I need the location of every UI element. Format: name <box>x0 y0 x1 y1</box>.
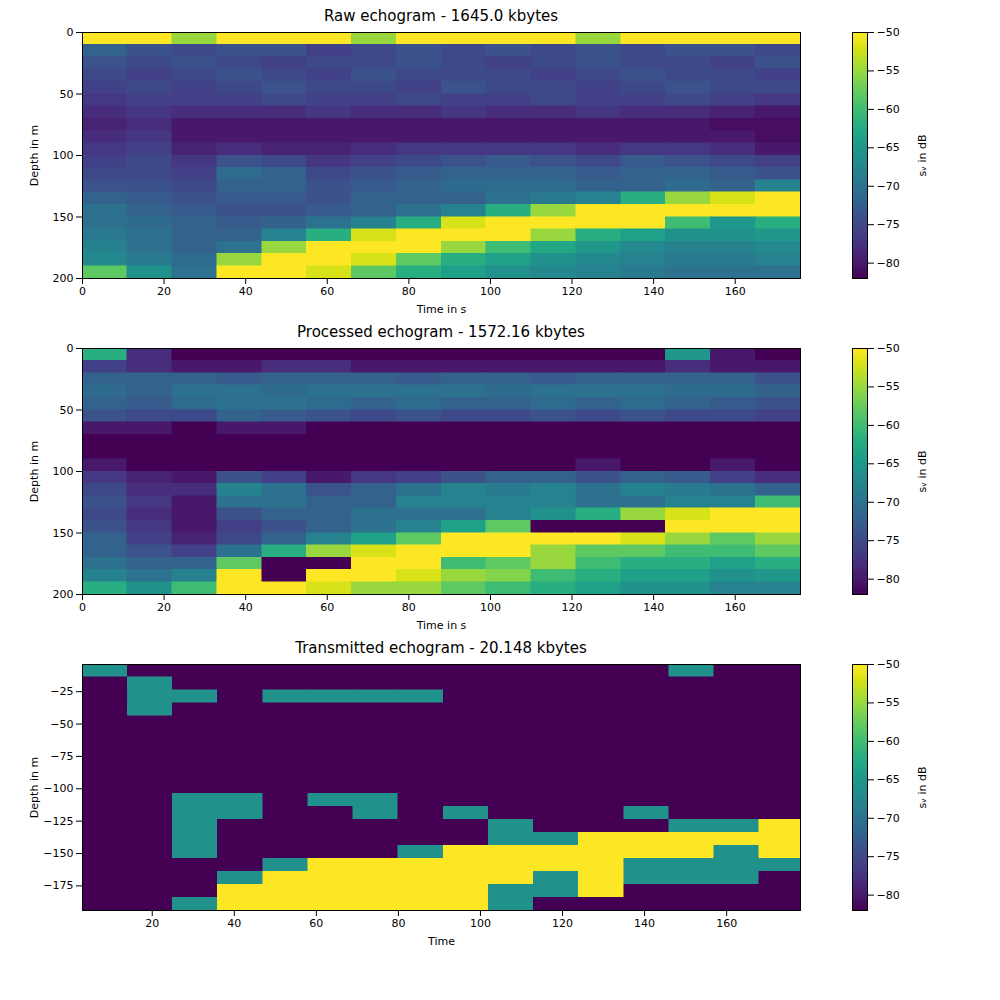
svg-text:−55: −55 <box>877 696 900 709</box>
svg-text:Depth in m: Depth in m <box>28 125 41 186</box>
svg-text:−75: −75 <box>50 750 73 763</box>
svg-text:120: 120 <box>552 917 573 930</box>
svg-text:20: 20 <box>157 601 171 614</box>
svg-text:0: 0 <box>79 601 86 614</box>
svg-text:20: 20 <box>157 285 171 298</box>
svg-text:−65: −65 <box>877 457 900 470</box>
svg-text:−50: −50 <box>877 26 900 39</box>
svg-text:−25: −25 <box>50 685 73 698</box>
svg-text:−50: −50 <box>877 658 900 671</box>
svg-text:60: 60 <box>320 285 334 298</box>
svg-text:−55: −55 <box>877 380 900 393</box>
svg-text:Depth in m: Depth in m <box>28 441 41 502</box>
svg-text:100: 100 <box>480 285 501 298</box>
svg-text:−60: −60 <box>877 103 900 116</box>
svg-text:140: 140 <box>643 285 664 298</box>
svg-text:−125: −125 <box>43 815 73 828</box>
svg-text:−80: −80 <box>877 889 900 902</box>
svg-text:160: 160 <box>725 601 746 614</box>
svg-text:−75: −75 <box>877 218 900 231</box>
svg-text:−175: −175 <box>43 879 73 892</box>
svg-text:−150: −150 <box>43 847 73 860</box>
svg-text:160: 160 <box>716 917 737 930</box>
svg-text:−50: −50 <box>877 342 900 355</box>
html-text:Transmitted echogram - 20.148: Transmitted echogram - 20.148 kbytes <box>295 639 587 657</box>
svg-text:50: 50 <box>60 404 74 417</box>
svg-text:Depth in m: Depth in m <box>28 757 41 818</box>
svg-text:−75: −75 <box>877 534 900 547</box>
svg-text:0: 0 <box>67 26 74 39</box>
svg-text:−60: −60 <box>877 419 900 432</box>
html-text:Raw echogram - 1645.0 kbytes: Raw echogram - 1645.0 kbytes <box>323 7 559 25</box>
svg-text:−55: −55 <box>877 64 900 77</box>
svg-text:−50: −50 <box>50 718 73 731</box>
svg-text:150: 150 <box>53 527 74 540</box>
svg-text:100: 100 <box>470 917 491 930</box>
svg-text:150: 150 <box>53 211 74 224</box>
svg-text:−60: −60 <box>877 735 900 748</box>
svg-text:0: 0 <box>67 342 74 355</box>
svg-text:160: 160 <box>725 285 746 298</box>
svg-text:−100: −100 <box>43 782 73 795</box>
svg-text:40: 40 <box>239 601 253 614</box>
svg-text:100: 100 <box>53 149 74 162</box>
svg-text:200: 200 <box>53 588 74 601</box>
svg-text:80: 80 <box>402 285 416 298</box>
svg-text:120: 120 <box>562 285 583 298</box>
svg-text:40: 40 <box>227 917 241 930</box>
svg-text:60: 60 <box>320 601 334 614</box>
svg-text:140: 140 <box>634 917 655 930</box>
svg-text:60: 60 <box>309 917 323 930</box>
svg-text:80: 80 <box>402 601 416 614</box>
svg-text:Time: Time <box>427 935 455 948</box>
svg-text:−75: −75 <box>877 850 900 863</box>
svg-text:Time in s: Time in s <box>416 303 467 316</box>
svg-text:−70: −70 <box>877 180 900 193</box>
svg-text:20: 20 <box>145 917 159 930</box>
svg-text:sᵥ in dB: sᵥ in dB <box>916 767 929 809</box>
svg-text:sᵥ in dB: sᵥ in dB <box>916 135 929 177</box>
svg-text:Time in s: Time in s <box>416 619 467 632</box>
html-text:Processed echogram - 1572.16 k: Processed echogram - 1572.16 kbytes <box>297 323 585 341</box>
svg-text:50: 50 <box>60 88 74 101</box>
svg-text:120: 120 <box>562 601 583 614</box>
svg-text:40: 40 <box>239 285 253 298</box>
svg-text:sᵥ in dB: sᵥ in dB <box>916 451 929 493</box>
svg-text:−65: −65 <box>877 773 900 786</box>
svg-text:0: 0 <box>79 285 86 298</box>
svg-text:200: 200 <box>53 272 74 285</box>
svg-text:100: 100 <box>480 601 501 614</box>
svg-text:−70: −70 <box>877 812 900 825</box>
svg-text:−70: −70 <box>877 496 900 509</box>
svg-text:140: 140 <box>643 601 664 614</box>
svg-text:−80: −80 <box>877 573 900 586</box>
svg-text:100: 100 <box>53 465 74 478</box>
svg-text:−65: −65 <box>877 141 900 154</box>
svg-text:−80: −80 <box>877 257 900 270</box>
svg-text:80: 80 <box>391 917 405 930</box>
